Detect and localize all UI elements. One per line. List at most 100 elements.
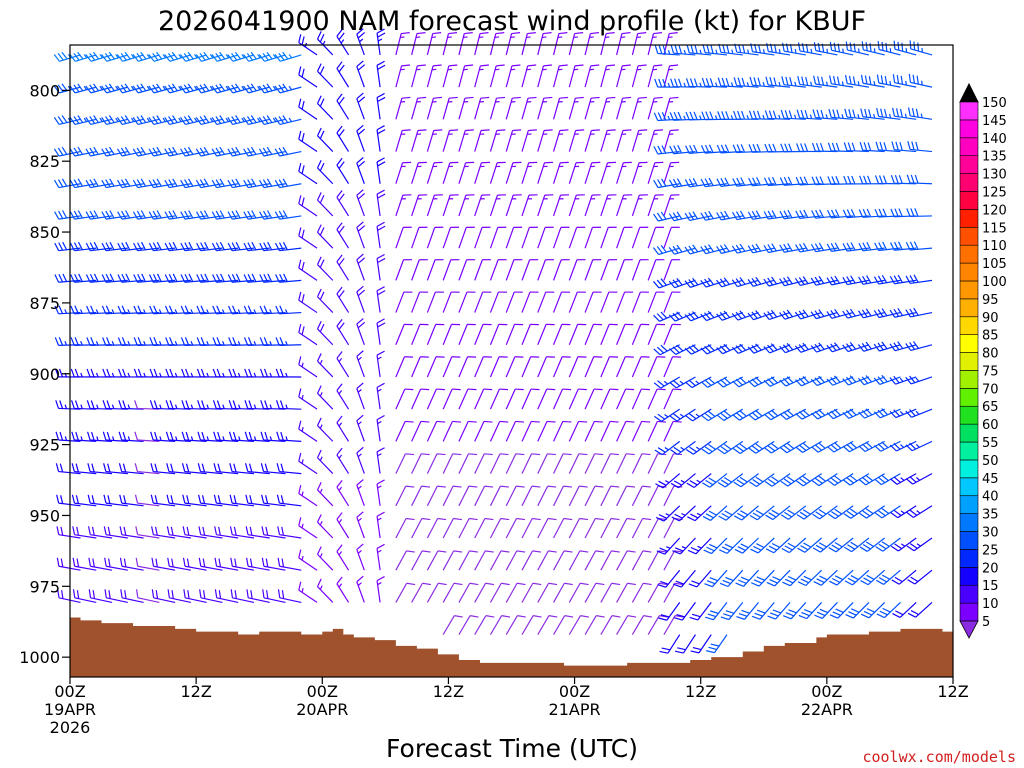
wind-barb [505, 323, 524, 345]
wind-barb [277, 589, 302, 603]
x-axis-title: Forecast Time (UTC) [386, 734, 638, 763]
wind-barb [316, 95, 334, 120]
wind-barb [631, 194, 648, 217]
wind-barb [489, 194, 507, 217]
wind-barb [826, 209, 854, 219]
colorbar-label: 120 [982, 203, 1007, 218]
wind-barb [165, 431, 191, 442]
wind-barb [376, 253, 386, 281]
wind-barb [411, 356, 429, 378]
wind-barb [873, 408, 901, 419]
wind-barb [537, 420, 556, 442]
wind-barb [568, 226, 586, 249]
wind-barb [553, 582, 573, 603]
wind-barb [148, 241, 176, 252]
wind-barb [316, 546, 334, 571]
wind-barb [663, 129, 679, 152]
wind-barb [298, 485, 318, 507]
wind-barb [505, 64, 521, 88]
wind-barb [474, 194, 491, 217]
y-tick-label: 825 [29, 152, 60, 171]
y-tick-label: 900 [29, 365, 60, 384]
wind-barb [780, 109, 806, 120]
wind-barb [195, 83, 223, 94]
wind-barb [411, 388, 430, 410]
wind-barb [861, 41, 885, 56]
wind-barb [149, 305, 176, 315]
wind-barb [458, 32, 473, 56]
wind-barb [214, 589, 239, 603]
wind-barb [458, 161, 475, 184]
wind-barb [890, 174, 917, 185]
wind-barb [164, 83, 192, 94]
x-tick-label: 21APR [549, 700, 601, 719]
wind-barb [553, 550, 573, 571]
wind-barb [616, 453, 635, 474]
plot-frame [69, 44, 954, 678]
wind-barb [521, 550, 542, 571]
wind-barb [442, 194, 459, 217]
wind-barb [686, 44, 712, 56]
wind-barb [196, 305, 223, 315]
wind-barb [674, 634, 696, 654]
wind-barb [860, 601, 886, 619]
wind-barb [600, 323, 618, 345]
wind-barb [376, 350, 385, 378]
colorbar-segment [959, 262, 979, 282]
colorbar-label: 85 [982, 329, 999, 344]
wind-barb [69, 115, 97, 126]
wind-barb [489, 96, 506, 120]
wind-barb [316, 224, 334, 249]
wind-barb [779, 342, 807, 354]
wind-barb [274, 210, 302, 220]
wind-barb [505, 582, 526, 603]
wind-barb [474, 582, 495, 603]
wind-barb [616, 388, 635, 410]
wind-barb [874, 241, 901, 252]
wind-barb [316, 159, 334, 185]
wind-barb [731, 277, 759, 288]
wind-barb [656, 537, 681, 555]
wind-barb [663, 226, 680, 249]
wind-barbs [53, 28, 933, 654]
wind-barb [474, 323, 492, 345]
wind-barb [685, 78, 712, 88]
wind-barb [214, 557, 239, 571]
wind-barb [426, 323, 445, 345]
wind-barb [69, 241, 97, 252]
wind-barb [568, 129, 585, 152]
wind-barb [243, 241, 270, 252]
wind-barb [148, 83, 176, 94]
wind-barb [458, 259, 476, 281]
wind-barb [701, 77, 728, 88]
wind-barb [718, 43, 743, 56]
wind-barb [521, 615, 542, 635]
wind-barb [702, 505, 728, 521]
wind-barb [489, 615, 511, 635]
wind-barb [316, 256, 334, 281]
wind-barb [891, 141, 917, 153]
wind-barb [669, 145, 696, 155]
wind-barb [213, 494, 239, 507]
wind-barb [164, 273, 191, 283]
wind-barb [298, 517, 318, 539]
wind-barb [647, 129, 664, 152]
wind-barb [275, 337, 302, 346]
x-tick-label: 12Z [180, 682, 211, 701]
wind-barb [505, 129, 522, 152]
wind-barb [521, 453, 541, 474]
wind-barb [336, 544, 350, 571]
wind-barb [442, 259, 460, 281]
wind-barb [537, 32, 552, 56]
wind-barb [796, 505, 822, 520]
wind-barb [336, 447, 350, 474]
wind-barb [748, 110, 775, 120]
wind-barb [647, 323, 666, 345]
colorbar-top-arrow [959, 82, 979, 103]
wind-barb [316, 481, 334, 507]
wind-barb [164, 241, 191, 252]
wind-barb [616, 259, 633, 281]
wind-barb [376, 221, 386, 249]
wind-barb [552, 161, 569, 184]
wind-barb [584, 615, 605, 635]
